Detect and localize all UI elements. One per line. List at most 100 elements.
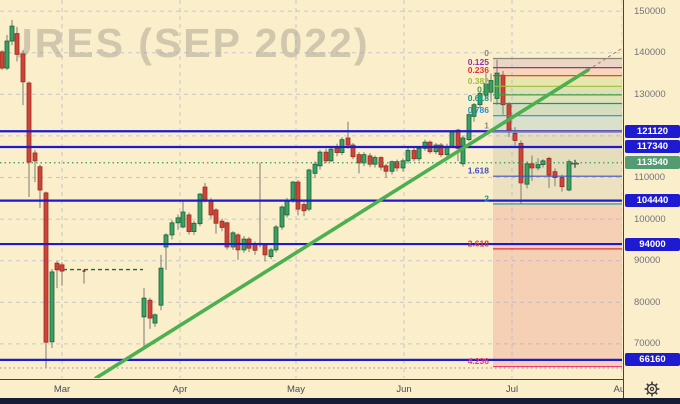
candle-body xyxy=(438,144,444,156)
axis-corner xyxy=(623,379,680,398)
candle-body xyxy=(268,249,274,257)
candle-body xyxy=(301,204,307,212)
candle-body xyxy=(208,199,214,216)
time-axis[interactable]: Mar Apr May Jun Jul Aug xyxy=(0,379,680,398)
candle-body xyxy=(152,314,158,324)
fib-label-0: 0 xyxy=(484,48,489,58)
fib-band-0.786 xyxy=(493,115,622,132)
candle-body xyxy=(529,163,535,169)
candle-body xyxy=(317,151,323,167)
bottom-bar xyxy=(0,398,680,404)
fib-label-0.382: 0.382 xyxy=(468,76,490,86)
price-tick-label: 110000 xyxy=(634,171,665,183)
candle-body xyxy=(284,199,290,216)
candle-body xyxy=(466,114,472,141)
candle-body xyxy=(361,154,367,164)
candle-body xyxy=(367,155,373,165)
candle-body xyxy=(141,297,147,318)
price-tick-label: 140000 xyxy=(634,47,666,59)
price-tick-label: 70000 xyxy=(634,338,661,350)
month-label-mar: Mar xyxy=(53,384,71,395)
settings-gear-icon[interactable] xyxy=(644,381,660,397)
candle-body xyxy=(356,154,362,164)
candle-body xyxy=(328,148,334,162)
candle-body xyxy=(405,150,411,162)
candle-body xyxy=(334,147,340,153)
month-label-jun: Jun xyxy=(396,384,412,395)
candle-body xyxy=(0,51,5,69)
fib-label-2.618: 2.618 xyxy=(468,238,490,248)
price-level-badge: 66160 xyxy=(625,353,680,367)
trend-line-extension xyxy=(587,47,622,71)
candle-body xyxy=(389,161,395,172)
candle-body xyxy=(552,171,558,178)
price-tick-label: 90000 xyxy=(634,255,661,267)
candle-body xyxy=(158,267,164,306)
price-tick-label: 80000 xyxy=(634,296,661,308)
candle-body xyxy=(59,264,65,272)
candle-body xyxy=(350,144,356,158)
candle-body xyxy=(378,157,384,168)
price-tick-label: 130000 xyxy=(634,88,666,100)
candle-body xyxy=(488,80,494,93)
candle-body xyxy=(524,163,530,185)
candle-body xyxy=(323,151,329,162)
candle-body xyxy=(224,222,230,248)
candle-body xyxy=(235,234,241,251)
candle-body xyxy=(559,177,565,188)
candle-body xyxy=(186,214,192,232)
candle-body xyxy=(175,217,181,224)
candle-body xyxy=(455,129,461,149)
candle-body xyxy=(14,33,20,55)
candle-body xyxy=(9,25,15,42)
price-tick-label: 150000 xyxy=(634,5,666,17)
fib-label-0.5: 0.5 xyxy=(477,84,489,94)
candle-body xyxy=(306,169,312,210)
fib-label-1: 1 xyxy=(484,121,489,131)
candle-body xyxy=(180,211,186,228)
price-tick-label: 100000 xyxy=(634,213,666,225)
candle-body xyxy=(32,152,38,162)
fib-label-0.786: 0.786 xyxy=(468,105,490,115)
fib-band-2.618 xyxy=(493,248,622,367)
candle-body xyxy=(312,163,318,174)
fib-band-0.5 xyxy=(493,94,622,104)
candle-body xyxy=(4,40,10,69)
price-axis[interactable]: 150000 140000 130000 110000 100000 90000 80000… xyxy=(623,0,680,379)
fib-label-1.618: 1.618 xyxy=(468,166,490,176)
candle-body xyxy=(433,144,439,153)
candle-body xyxy=(169,222,175,236)
candle-body xyxy=(163,234,169,248)
fib-label-4.236: 4.236 xyxy=(468,356,490,366)
fib-band-1.618 xyxy=(493,176,622,204)
candle-body xyxy=(202,186,208,201)
candle-body xyxy=(546,157,552,176)
price-level-badge: 104440 xyxy=(625,194,680,208)
candle-body xyxy=(383,165,389,172)
fib-label-2: 2 xyxy=(484,193,489,203)
candle-body xyxy=(262,244,268,256)
candle-body xyxy=(273,226,279,251)
candle-body xyxy=(82,269,86,272)
candle-body xyxy=(535,164,541,169)
candle-body xyxy=(191,222,197,232)
candle-body xyxy=(400,160,406,169)
candle-body xyxy=(471,104,477,117)
fib-band-0 xyxy=(493,58,622,68)
candle-body xyxy=(54,262,60,271)
fib-label-0.125: 0.125 xyxy=(468,57,490,67)
candle-body xyxy=(290,181,296,200)
fib-band-0.125 xyxy=(493,67,622,76)
candle-body xyxy=(483,83,489,96)
candle-body xyxy=(449,131,455,147)
trend-line[interactable] xyxy=(94,68,590,378)
candle-body xyxy=(147,299,153,319)
candle-body xyxy=(422,141,428,149)
fib-band-0.618 xyxy=(493,103,622,116)
price-level-badge: 94000 xyxy=(625,237,680,251)
candle-body xyxy=(213,209,219,224)
candle-body xyxy=(26,82,32,163)
candle-body xyxy=(477,93,483,106)
